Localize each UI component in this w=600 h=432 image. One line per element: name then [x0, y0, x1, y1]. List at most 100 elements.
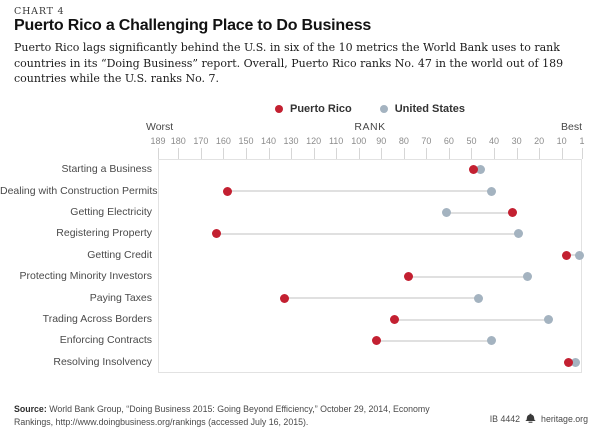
category-label: Getting Electricity [70, 206, 152, 218]
axis-label-worst: Worst [146, 121, 174, 133]
united-states-legend-dot-icon [379, 105, 388, 113]
axis-tick-mark [381, 148, 383, 159]
puerto-rico-dot [469, 165, 479, 175]
dumbbell-connector [376, 339, 492, 342]
category-label: Protecting Minority Investors [19, 270, 152, 283]
united-states-dot [543, 315, 553, 324]
united-states-dot [442, 208, 452, 217]
axis-tick-mark [448, 148, 450, 159]
axis-tick-mark [178, 148, 180, 159]
axis-tick-label: 180 [170, 136, 186, 146]
united-states-dot [514, 229, 524, 239]
puerto-rico-dot [223, 186, 233, 196]
axis-tick-label: 40 [489, 136, 500, 146]
puerto-rico-dot [561, 250, 571, 260]
united-states-dot [487, 186, 497, 196]
category-label: Dealing with Construction Permits [0, 184, 158, 197]
axis-tick-label: 120 [306, 136, 322, 146]
axis-tick-mark [471, 148, 473, 159]
axis-tick-mark [223, 148, 225, 159]
legend-label: Puerto Rico [289, 103, 352, 115]
puerto-rico-dot [390, 315, 400, 324]
united-states-dot [473, 293, 483, 303]
doc-id: IB 4442 [489, 413, 521, 424]
axis-tick-label: 50 [466, 136, 477, 146]
dumbbell-connector [566, 254, 580, 257]
axis-tick-mark [561, 148, 563, 159]
axis-header: Worst RANK Best [0, 121, 600, 134]
axis-tick-mark [403, 148, 405, 159]
dumbbell-connector [408, 275, 528, 278]
united-states-dot [523, 272, 533, 282]
axis-tick-label: 100 [351, 136, 367, 146]
puerto-rico-dot [212, 229, 222, 239]
axis-tick-label: 60 [443, 136, 454, 146]
axis-tick-label: 30 [511, 136, 522, 146]
dumbbell-connector [227, 190, 492, 193]
footer-right: IB 4442 heritage.org [490, 413, 588, 424]
axis-tick-label: 189 [150, 136, 166, 146]
axis-tick-label: 160 [215, 136, 231, 146]
category-label: Trading Across Borders [42, 313, 152, 325]
axis-tick-mark [336, 148, 338, 159]
united-states-dot [487, 336, 497, 346]
axis-tick-mark [268, 148, 270, 159]
puerto-rico-dot [507, 208, 517, 217]
axis-tick-mark [358, 148, 360, 159]
chart-number-label: CHART 4 [14, 6, 65, 17]
axis-tick-label: 140 [260, 136, 277, 146]
category-label: Registering Property [56, 227, 152, 240]
axis-tick-mark [200, 148, 202, 159]
axis-tick-label: 110 [328, 136, 344, 146]
category-label: Enforcing Contracts [59, 334, 152, 347]
axis-tick-mark [291, 148, 293, 159]
dumbbell-connector [216, 232, 519, 235]
legend-item-puerto-rico: Puerto Rico [274, 103, 352, 115]
legend-item-united-states: United States [379, 103, 466, 115]
source-note: Source: World Bank Group, “Doing Busines… [14, 403, 454, 428]
axis-tick-label: 150 [238, 136, 254, 146]
axis-tick-label: 170 [193, 136, 209, 146]
category-label: Paying Taxes [89, 291, 152, 304]
axis-tick-mark [313, 148, 315, 159]
site-name: heritage.org [541, 413, 588, 424]
axis-tick-label: 90 [376, 136, 387, 146]
axis-tick-label: 1 [579, 136, 585, 146]
puerto-rico-dot [403, 272, 413, 282]
source-label: Source: [14, 404, 47, 414]
puerto-rico-dot [279, 293, 289, 303]
axis-label-best: Best [560, 121, 582, 133]
dumbbell-connector [446, 211, 513, 214]
dumbbell-connector [284, 297, 479, 300]
legend-label: United States [394, 103, 466, 115]
axis-tick-mark [426, 148, 428, 159]
axis-tick-label: 20 [534, 136, 545, 146]
axis-tick-mark [494, 148, 496, 159]
page-title: Puerto Rico a Challenging Place to Do Bu… [14, 17, 372, 34]
source-text: World Bank Group, “Doing Business 2015: … [14, 404, 430, 427]
puerto-rico-legend-dot-icon [274, 105, 283, 113]
category-label: Resolving Insolvency [53, 355, 152, 368]
axis-tick-mark [539, 148, 541, 159]
united-states-dot [575, 250, 585, 260]
axis-tick-mark [516, 148, 518, 159]
chart-description: Puerto Rico lags significantly behind th… [14, 41, 564, 85]
puerto-rico-dot [563, 357, 573, 367]
axis-tick-mark [582, 148, 583, 159]
category-label: Getting Credit [87, 248, 152, 261]
axis-tick-label: 10 [556, 136, 567, 146]
axis-tick-mark [245, 148, 247, 159]
legend: Puerto Rico United States [158, 102, 582, 116]
category-label: Starting a Business [61, 163, 152, 176]
puerto-rico-dot [372, 336, 382, 346]
axis-tick-label: 130 [283, 136, 299, 146]
dumbbell-connector [394, 318, 549, 321]
axis-label-rank: RANK [354, 121, 386, 133]
united-states-dot [570, 357, 580, 367]
axis-tick-label: 70 [421, 136, 432, 146]
heritage-logo-icon [525, 413, 536, 423]
united-states-dot [476, 165, 485, 175]
axis-tick-mark [158, 148, 159, 159]
axis-tick-label: 80 [398, 136, 409, 146]
